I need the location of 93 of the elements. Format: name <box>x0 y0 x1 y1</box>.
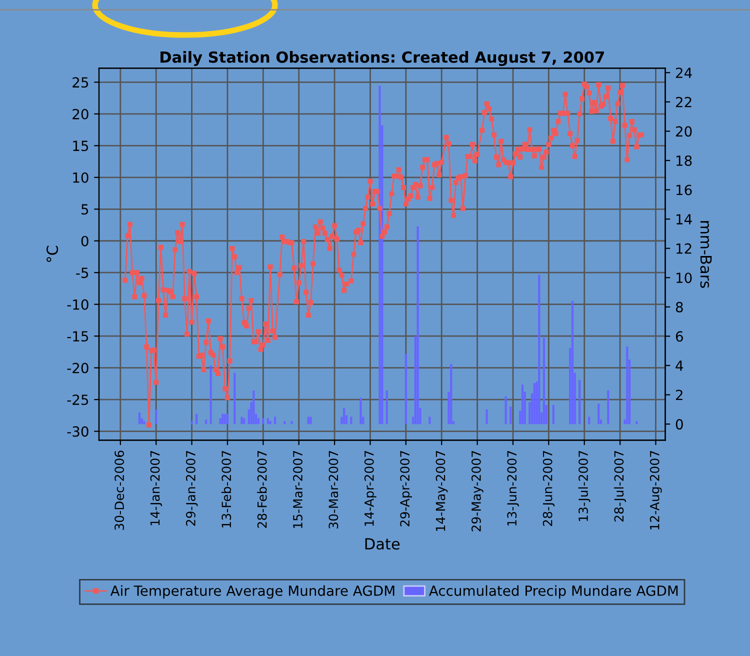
bar <box>360 398 362 424</box>
bar <box>222 414 224 424</box>
y2-tick-label: 16 <box>676 184 692 196</box>
bar <box>243 418 246 424</box>
y2-tick-label: 8 <box>676 302 683 312</box>
x-tick-label: 15-Mar-2007 <box>293 450 302 528</box>
bar <box>598 404 600 424</box>
bar <box>307 416 310 424</box>
y-tick-label: 10 <box>73 172 88 183</box>
bar <box>404 354 407 424</box>
legend-label: Air Temperature Average Mundare AGDM <box>110 585 394 599</box>
y2-tick-label: 18 <box>676 155 692 166</box>
x-tick-label: 30-Mar-2007 <box>328 450 338 528</box>
y-tick-label: -20 <box>67 362 88 374</box>
y2-tick-label: 0 <box>676 419 683 430</box>
y2-tick-label: 20 <box>676 126 692 137</box>
bar <box>204 420 208 424</box>
bar <box>219 418 222 424</box>
bar <box>138 412 141 424</box>
bar <box>310 416 312 424</box>
x-tick-label: 12-Aug-2007 <box>650 450 662 530</box>
chart-title: Daily Station Observations: Created August 7, 2007 <box>160 51 604 66</box>
bar <box>274 416 276 424</box>
x-tick-label: 14-May-2007 <box>436 450 448 531</box>
x-tick-label: 28-Jun-2007 <box>542 450 555 526</box>
bar <box>266 418 269 424</box>
bar <box>510 406 512 424</box>
bar <box>190 421 193 424</box>
bar <box>571 301 574 424</box>
bar <box>588 416 590 424</box>
bar <box>240 416 243 424</box>
bar <box>450 364 452 424</box>
bar <box>428 416 431 424</box>
bar <box>226 414 229 424</box>
y2-tick-label: 22 <box>676 96 692 108</box>
y2-tick-label: 6 <box>676 331 683 342</box>
y-tick-label: -5 <box>76 268 88 278</box>
x-tick-label: 14-Jan-2007 <box>150 450 162 526</box>
bar <box>538 274 540 424</box>
bar <box>533 383 536 424</box>
bar <box>350 416 352 424</box>
bar <box>607 390 610 424</box>
bar <box>262 418 264 424</box>
x-tick-label: 13-Jun-2007 <box>507 450 519 526</box>
y-tick-label: -30 <box>67 426 88 437</box>
bar <box>552 405 554 424</box>
x-tick-label: 13-Feb-2007 <box>221 450 232 528</box>
y-tick-label: 25 <box>72 77 88 88</box>
x-tick-label: 30-Dec-2006 <box>114 450 124 530</box>
x-tick-label: 29-Jan-2007 <box>186 450 198 526</box>
bar <box>195 414 198 424</box>
x-tick-label: 13-Jul-2007 <box>578 450 590 522</box>
bar <box>542 338 545 424</box>
bar <box>626 346 628 424</box>
bar <box>224 414 226 424</box>
bar <box>486 409 488 424</box>
x-tick-label: 29-Apr-2007 <box>400 450 412 526</box>
legend-label: Accumulated Precip Mundare AGDM <box>429 585 678 599</box>
bar <box>155 409 158 424</box>
bar <box>578 380 581 424</box>
bar <box>416 226 419 424</box>
x-tick-label: 29-May-2007 <box>471 450 484 532</box>
y-tick-label: 20 <box>72 108 88 120</box>
y2-tick-label: 24 <box>676 68 692 78</box>
y-tick-label: 15 <box>73 140 88 152</box>
x-tick-label: 28-Jul-2007 <box>614 450 626 522</box>
bar <box>252 390 255 424</box>
y-tick-label: 5 <box>82 204 88 215</box>
bar <box>210 365 212 424</box>
y-tick-label: 0 <box>81 236 88 246</box>
y-tick-label: -25 <box>67 394 88 406</box>
x-tick-label: 28-Feb-2007 <box>257 450 267 528</box>
y2-axis-title: mm-Bars <box>700 221 712 288</box>
bar <box>386 390 388 424</box>
bar <box>269 421 272 424</box>
bar <box>521 384 524 424</box>
y-tick-label: -15 <box>67 331 88 342</box>
bar <box>290 421 293 424</box>
x-axis-title: Date <box>365 538 400 550</box>
y2-tick-label: 14 <box>676 214 692 224</box>
bar <box>284 421 286 424</box>
bar <box>234 372 236 424</box>
bar <box>504 396 507 424</box>
y2-tick-label: 2 <box>676 390 682 400</box>
y-tick-label: -10 <box>67 299 88 310</box>
y-axis-title: °C <box>46 246 58 262</box>
y2-tick-label: 12 <box>676 243 692 254</box>
y2-tick-label: 10 <box>676 272 692 284</box>
bar <box>342 408 346 424</box>
x-tick-label: 14-Apr-2007 <box>364 450 376 526</box>
bar <box>636 421 638 424</box>
y2-tick-label: 4 <box>676 360 684 371</box>
bar <box>257 418 260 424</box>
